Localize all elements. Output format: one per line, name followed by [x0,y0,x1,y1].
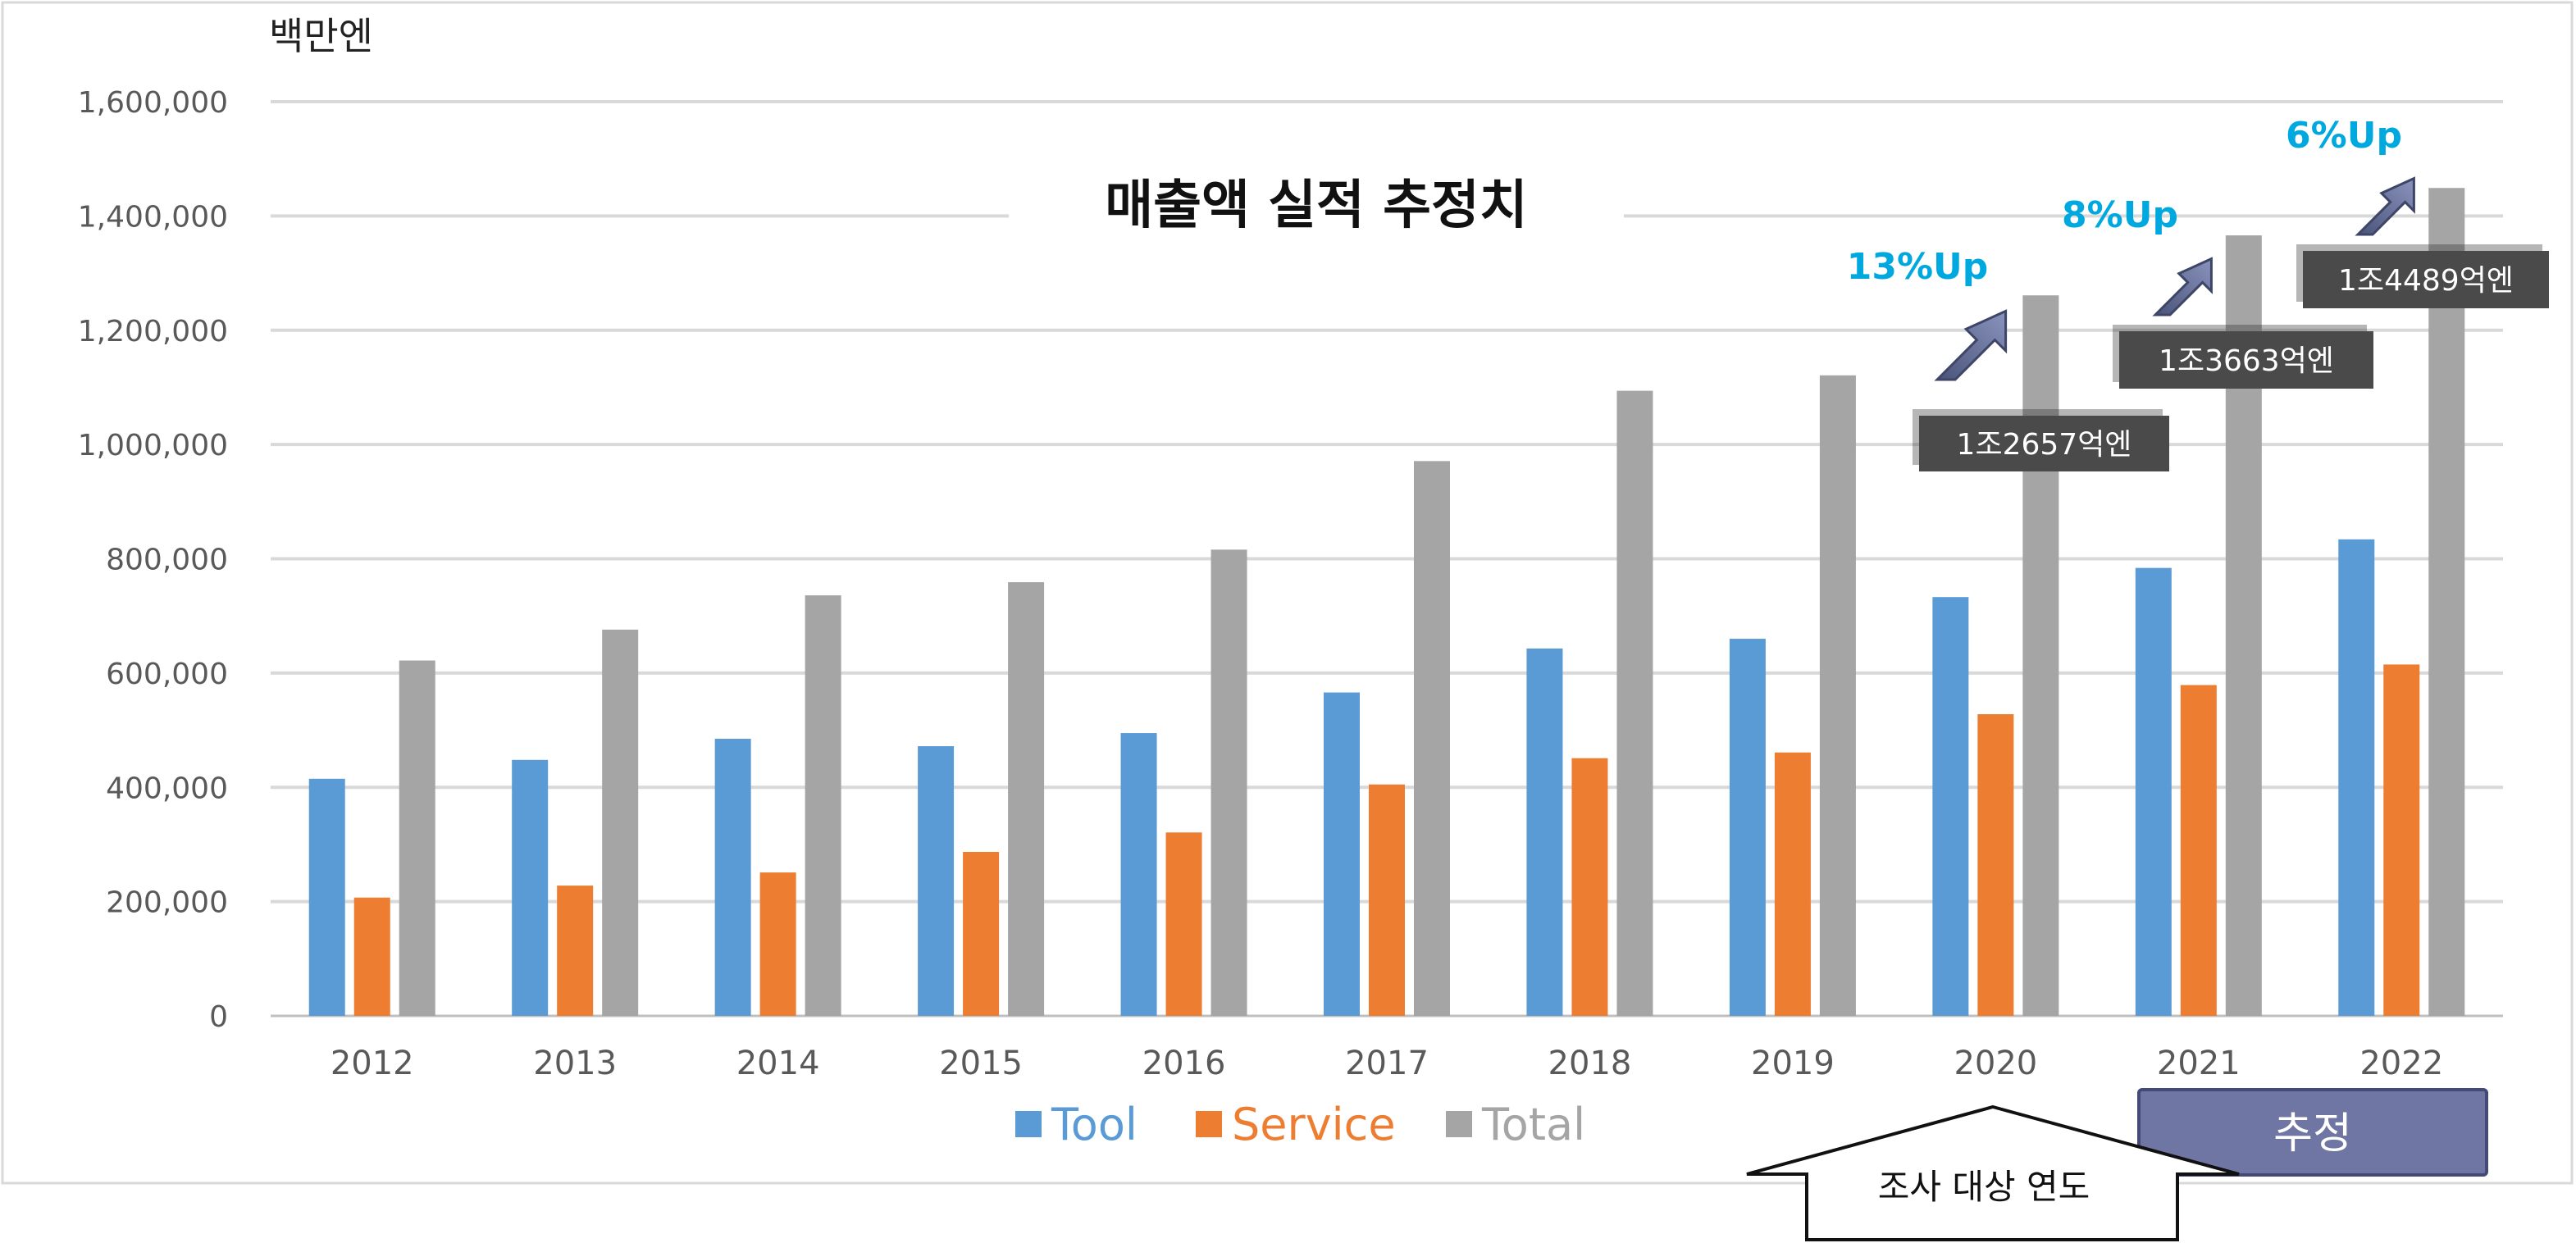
y-tick-label: 400,000 [106,772,228,805]
growth-label-2021: 8%Up [2062,194,2178,236]
title-background [1009,156,1624,254]
bar-service-2017 [1369,784,1405,1016]
bar-total-2017 [1414,461,1450,1016]
callout-box-2022 [2303,251,2549,308]
y-tick-label: 1,400,000 [78,200,228,234]
callout-label-2020: 1조2657억엔 [1957,428,2132,462]
y-tick-label: 600,000 [106,658,228,691]
x-tick-label: 2019 [1751,1045,1835,1082]
bar-tool-2019 [1729,639,1766,1016]
growth-arrow-2022 [2355,176,2415,236]
growth-arrow-2021 [2152,257,2213,316]
estimate-tag [2137,1088,2488,1177]
y-tick-label: 200,000 [106,886,228,920]
bar-tool-2018 [1526,648,1563,1016]
bar-total-2020 [2022,295,2059,1017]
callout-box-2021 [2119,331,2373,389]
bar-tool-2012 [308,778,345,1016]
legend-swatch-total [1446,1111,1472,1137]
x-tick-label: 2017 [1345,1045,1429,1082]
legend-label-tool: Tool [1051,1099,1138,1150]
bar-total-2018 [1616,390,1653,1016]
bar-total-2013 [602,629,639,1016]
x-axis-ticks: 2012 2013 2014 2015 2016 2017 2018 2019 2020 2021… [331,1045,2443,1082]
bar-tool-2021 [2135,567,2172,1016]
estimate-label: 추정 [2273,1109,2352,1159]
annotations: 13%Up 8%Up 6%Up 1조2657억엔 1조3663억엔 1조4489억엔추정조… [1746,115,2549,1241]
bar-service-2020 [1977,714,2014,1016]
bar-service-2022 [2383,664,2420,1016]
callout-box-2020 [1919,416,2169,471]
x-tick-label: 2015 [939,1045,1023,1082]
y-axis-ticks: 0 200,000 400,000 600,000 800,000 1,000,000 1,… [78,86,228,1034]
legend-swatch-service [1196,1111,1222,1137]
legend: Tool Service Total [1015,1099,1585,1150]
bar-total-2016 [1210,549,1247,1016]
legend-label-service: Service [1232,1099,1396,1150]
callout-label-2021: 1조3663억엔 [2159,344,2334,378]
bar-total-2012 [399,660,435,1016]
callout-label-2022: 1조4489억엔 [2338,264,2514,298]
bar-service-2012 [353,897,390,1016]
x-tick-label: 2014 [736,1045,820,1082]
survey-year-arrow [1746,1104,2240,1241]
legend-label-total: Total [1481,1099,1585,1150]
bar-tool-2020 [1932,597,1969,1016]
bar-service-2019 [1774,752,1811,1016]
bar-service-2018 [1571,758,1608,1016]
bar-service-2013 [557,886,594,1016]
legend-swatch-tool [1015,1111,1042,1137]
bar-tool-2014 [714,739,751,1016]
growth-arrow-2020 [1934,309,2008,381]
y-tick-label: 800,000 [106,544,228,577]
bar-tool-2013 [512,759,549,1016]
bar-service-2021 [2180,685,2217,1016]
x-tick-label: 2016 [1142,1045,1226,1082]
bar-total-2014 [805,595,841,1016]
x-tick-label: 2018 [1548,1045,1632,1082]
bar-tool-2015 [918,746,955,1016]
x-tick-label: 2020 [1954,1045,2037,1082]
bar-total-2015 [1008,582,1045,1016]
bar-total-2022 [2428,188,2465,1016]
x-tick-label: 2013 [533,1045,617,1082]
y-tick-label: 1,200,000 [78,315,228,348]
y-tick-label: 1,000,000 [78,429,228,462]
x-tick-label: 2021 [2157,1045,2241,1082]
chart-title: 매출액 실적 추정치 [1105,175,1528,236]
x-tick-label: 2022 [2359,1045,2443,1082]
survey-year-label: 조사 대상 연도 [1878,1167,2090,1207]
bar-tool-2017 [1324,692,1360,1016]
y-tick-label: 1,600,000 [78,86,228,120]
bar-service-2015 [963,851,1000,1016]
bar-tool-2022 [2338,539,2375,1016]
bar-service-2016 [1165,832,1202,1016]
bars [308,188,2465,1017]
bar-tool-2016 [1120,733,1157,1016]
unit-label: 백만엔 [269,14,373,58]
y-tick-label: 0 [209,1000,228,1034]
growth-label-2020: 13%Up [1847,246,1989,288]
bar-total-2019 [1819,375,1856,1017]
growth-label-2022: 6%Up [2286,115,2402,157]
bar-service-2014 [759,872,796,1016]
x-tick-label: 2012 [331,1045,414,1082]
